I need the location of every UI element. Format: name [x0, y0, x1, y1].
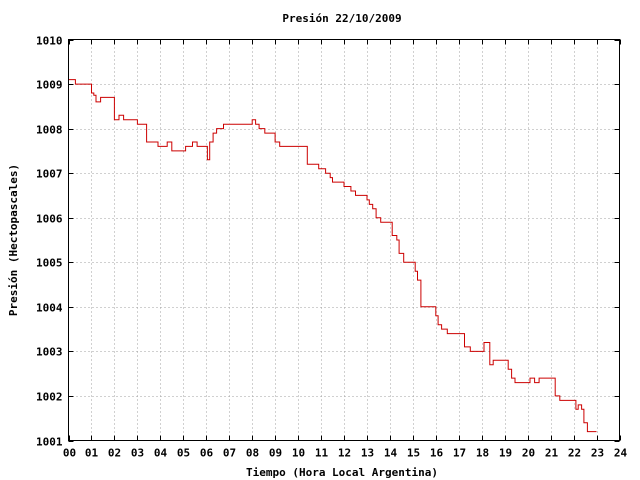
x-tick-label: 02 [108, 447, 121, 460]
x-tick-label: 12 [338, 447, 351, 460]
x-tick-label: 03 [131, 447, 144, 460]
y-tick-label: 1003 [36, 346, 63, 359]
x-tick-label: 04 [154, 447, 168, 460]
x-tick-label: 13 [361, 447, 374, 460]
y-tick-label: 1009 [36, 79, 63, 92]
grid-layer [68, 39, 620, 441]
x-tick-label: 00 [63, 447, 76, 460]
x-tick-label: 17 [453, 447, 466, 460]
chart-title: Presión 22/10/2009 [282, 12, 401, 25]
x-tick-label: 18 [476, 447, 489, 460]
x-tick-label: 11 [315, 447, 329, 460]
y-tick-label: 1005 [36, 257, 63, 270]
pressure-series-line [68, 79, 597, 433]
y-tick-label: 1008 [36, 124, 63, 137]
y-tick-label: 1002 [36, 391, 63, 404]
tick-layer [68, 39, 621, 442]
x-tick-label: 10 [292, 447, 305, 460]
x-tick-label: 06 [200, 447, 214, 460]
x-tick-label: 08 [246, 447, 259, 460]
x-tick-label: 21 [545, 447, 559, 460]
x-tick-label: 19 [499, 447, 512, 460]
x-tick-label: 15 [407, 447, 420, 460]
x-tick-label: 09 [269, 447, 282, 460]
x-tick-label: 22 [568, 447, 581, 460]
y-tick-label: 1001 [36, 436, 63, 449]
x-tick-label: 07 [223, 447, 236, 460]
x-tick-label: 14 [384, 447, 398, 460]
tick-labels: 00 01 02 03 04 05 06 07 08 09 10 11 12 13 14 15 16 17 18 19… [36, 35, 627, 460]
y-tick-label: 1007 [36, 168, 63, 181]
x-tick-label: 05 [177, 447, 190, 460]
x-tick-label: 23 [591, 447, 604, 460]
plot-frame [68, 39, 620, 441]
x-tick-label: 24 [614, 447, 628, 460]
y-axis-label: Presión (Hectopascales) [7, 164, 20, 316]
series-layer [68, 79, 597, 433]
y-tick-label: 1010 [36, 35, 63, 48]
y-tick-label: 1004 [36, 302, 63, 315]
x-tick-label: 16 [430, 447, 444, 460]
y-tick-label: 1006 [36, 213, 63, 226]
x-tick-label: 01 [85, 447, 99, 460]
x-axis-label: Tiempo (Hora Local Argentina) [246, 466, 438, 479]
x-tick-label: 20 [522, 447, 535, 460]
